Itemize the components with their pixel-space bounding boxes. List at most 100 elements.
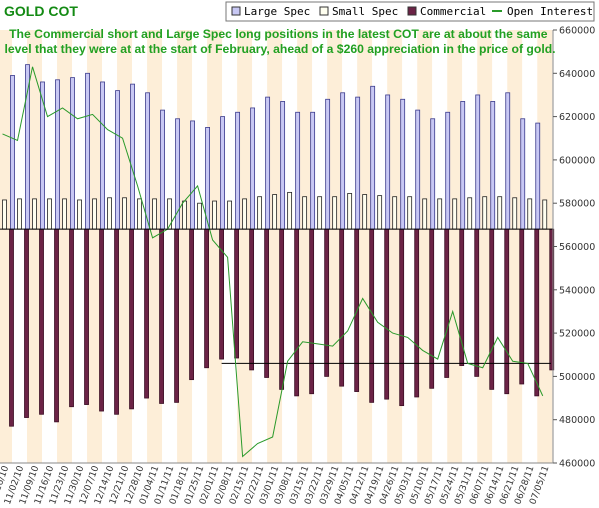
large-spec-bar <box>70 77 75 230</box>
band <box>42 30 58 463</box>
commercial-bar <box>39 228 44 415</box>
band <box>132 30 148 463</box>
commercial-bar <box>54 228 59 423</box>
large-spec-bar <box>160 109 165 230</box>
annotation-line-2: level that they were at at the start of … <box>4 42 555 56</box>
chart-title: GOLD COT <box>4 3 78 19</box>
band <box>177 30 193 463</box>
band <box>192 30 208 463</box>
commercial-bar <box>9 228 14 427</box>
commercial-bar <box>264 228 270 378</box>
large-spec-bar <box>430 118 436 230</box>
large-spec-bar <box>445 111 451 230</box>
commercial-bar <box>174 228 179 403</box>
small-spec-bar <box>17 198 22 230</box>
commercial-bar <box>504 228 510 395</box>
bars-layer <box>2 64 555 427</box>
large-spec-bar <box>85 72 90 230</box>
large-spec-bar <box>400 98 406 230</box>
band <box>267 30 283 463</box>
small-spec-bar <box>227 200 233 230</box>
band <box>327 30 343 463</box>
band <box>417 30 433 463</box>
y-tick-label: 520000 <box>559 329 595 340</box>
band <box>402 30 418 463</box>
band <box>432 30 448 463</box>
band <box>462 30 478 463</box>
large-spec-bar <box>490 101 496 230</box>
y-tick-label: 560000 <box>559 242 595 253</box>
band <box>342 30 358 463</box>
large-spec-bar <box>145 92 150 230</box>
background-bands <box>0 30 553 463</box>
commercial-bar <box>24 228 29 418</box>
large-spec-bar <box>505 92 511 230</box>
small-spec-bar <box>407 196 413 230</box>
band <box>207 30 223 463</box>
band <box>297 30 313 463</box>
band <box>87 30 103 463</box>
large-spec-bar <box>235 111 241 230</box>
small-spec-bar <box>242 198 248 230</box>
commercial-bar <box>534 228 540 397</box>
commercial-bar <box>204 228 209 369</box>
small-spec-bar <box>527 198 533 230</box>
band <box>312 30 328 463</box>
large-spec-bar <box>355 96 361 230</box>
band <box>57 30 73 463</box>
small-spec-bar <box>497 196 503 230</box>
y-tick-label: 600000 <box>559 155 595 166</box>
commercial-bar <box>84 228 89 405</box>
band <box>117 30 133 463</box>
legend-large-spec: Large Spec <box>244 5 310 18</box>
y-tick-label: 640000 <box>559 69 595 80</box>
legend-open-interest: Open Interest <box>507 5 593 18</box>
small-spec-bar <box>437 198 443 230</box>
y-tick-label: 660000 <box>559 26 595 37</box>
commercial-bar <box>339 228 345 387</box>
commercial-bar <box>309 228 315 395</box>
legend-small-spec-swatch <box>319 6 329 16</box>
small-spec-bar <box>107 197 112 230</box>
small-spec-bar <box>512 197 518 230</box>
large-spec-bar <box>10 75 15 230</box>
open-interest-line <box>2 66 544 458</box>
small-spec-bar <box>422 198 428 230</box>
annotation-line-1: The Commercial short and Large Spec long… <box>9 27 548 41</box>
small-spec-bar <box>272 194 278 230</box>
commercial-bar <box>444 228 450 378</box>
large-spec-bar <box>310 111 316 230</box>
small-spec-bar <box>92 198 97 230</box>
y-tick-label: 460000 <box>559 459 595 470</box>
large-spec-bar <box>520 118 526 230</box>
legend: Large Spec Small Spec Commercial Open In… <box>225 1 595 22</box>
y-tick-label: 540000 <box>559 285 595 296</box>
y-tick-label: 500000 <box>559 372 595 383</box>
band <box>27 30 43 463</box>
band <box>147 30 163 463</box>
large-spec-bar <box>325 98 331 230</box>
large-spec-bar <box>280 101 286 230</box>
commercial-bar <box>459 228 465 366</box>
large-spec-bar <box>535 122 541 230</box>
commercial-bar <box>414 228 420 398</box>
commercial-bar <box>69 228 74 408</box>
large-spec-bar <box>295 111 301 230</box>
commercial-bar <box>384 228 390 400</box>
chart-annotation: The Commercial short and Large Spec long… <box>4 27 555 56</box>
band <box>12 30 28 463</box>
small-spec-bar <box>392 196 398 230</box>
large-spec-bar <box>265 96 271 230</box>
large-spec-bar <box>370 85 376 230</box>
legend-commercial-swatch <box>407 6 417 16</box>
commercial-bar <box>249 228 255 371</box>
commercial-bar <box>144 228 149 399</box>
commercial-bar <box>279 228 285 390</box>
commercial-bar <box>294 228 300 397</box>
small-spec-bar <box>62 198 67 230</box>
commercial-bar <box>519 228 525 385</box>
y-tick-label: 620000 <box>559 112 595 123</box>
large-spec-bar <box>115 90 120 230</box>
commercial-bar <box>99 228 104 412</box>
large-spec-bar <box>250 107 256 230</box>
